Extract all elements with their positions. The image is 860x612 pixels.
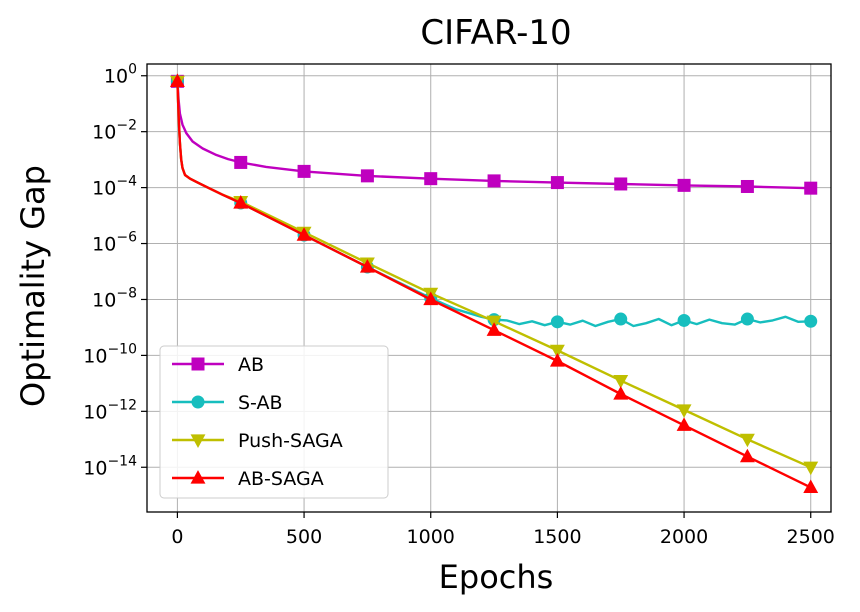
legend-label: Push-SAGA [238, 430, 343, 452]
data-point-s-ab [614, 312, 628, 326]
data-point-push-saga [739, 433, 755, 448]
data-point-push-saga [676, 404, 692, 418]
data-point-ab [234, 155, 248, 169]
series-line-ab-saga [176, 81, 812, 489]
data-point-ab-saga [169, 73, 185, 87]
data-point-ab-saga [803, 479, 819, 493]
data-point-ab-saga [676, 417, 692, 431]
data-point-s-ab [550, 315, 564, 329]
legend-item-s-ab: S-AB [172, 392, 283, 414]
legend-swatch-marker [190, 470, 206, 484]
y-tick-label: 10−6 [92, 230, 137, 256]
data-point-ab-saga [296, 227, 312, 241]
series-ab [170, 74, 818, 195]
legend-swatch-marker [190, 434, 206, 448]
data-point-ab-saga [233, 195, 249, 209]
legend-swatch-marker [191, 395, 205, 409]
data-point-push-saga [486, 315, 502, 330]
data-point-ab-saga [486, 322, 502, 336]
y-tick-label: 10−10 [83, 341, 137, 367]
y-axis-label: Optimality Gap [14, 165, 52, 407]
x-tick-label: 0 [171, 526, 183, 548]
data-point-ab-saga [359, 259, 375, 273]
chart-title: CIFAR-10 [420, 13, 571, 53]
legend-label: S-AB [238, 392, 283, 414]
series-line-ab [176, 81, 811, 190]
legend-item-ab-saga: AB-SAGA [172, 468, 324, 490]
legend-item-ab: AB [172, 354, 264, 376]
legend-label: AB-SAGA [238, 468, 324, 490]
series-layer [169, 73, 819, 493]
data-point-ab [424, 172, 438, 186]
data-point-ab [297, 164, 311, 178]
legend-item-push-saga: Push-SAGA [172, 430, 343, 452]
x-tick-label: 1500 [533, 526, 581, 548]
plot-frame [146, 63, 832, 513]
x-tick-label: 2500 [787, 526, 835, 548]
data-point-ab [804, 181, 818, 195]
y-tick-label: 10−14 [83, 453, 137, 479]
data-point-s-ab [804, 314, 818, 328]
series-ab-saga [169, 73, 819, 493]
data-point-ab [487, 174, 501, 188]
series-s-ab [170, 74, 818, 329]
data-point-ab [550, 176, 564, 190]
x-tick-label: 2000 [660, 526, 708, 548]
data-point-ab [677, 178, 691, 192]
data-point-push-saga [549, 344, 565, 359]
data-point-ab-saga [549, 353, 565, 367]
x-tick-label: 1000 [407, 526, 455, 548]
y-tick-label: 10−12 [83, 397, 137, 423]
data-point-ab [740, 179, 754, 193]
y-tick-label: 10−2 [92, 118, 137, 144]
y-tick-label: 10−4 [92, 174, 137, 200]
data-point-ab-saga [613, 386, 629, 400]
series-line-s-ab [176, 81, 811, 328]
x-axis-label: Epochs [439, 558, 554, 596]
data-point-push-saga [803, 461, 819, 476]
data-point-ab-saga [739, 448, 755, 463]
data-point-ab [360, 169, 374, 183]
data-point-s-ab [740, 312, 754, 326]
legend-label: AB [238, 354, 264, 376]
x-ticks: 0 500 1000 1500 2000 2500 [171, 512, 835, 548]
x-tick-label: 500 [286, 526, 322, 548]
legend: AB S-AB Push-SAGA AB-SAGA [159, 345, 389, 499]
legend-box [159, 345, 389, 499]
data-point-s-ab [677, 313, 691, 327]
y-tick-label: 100 [104, 62, 137, 88]
y-ticks: 100 10−2 10−4 10−6 10−8 10−10 10−12 10−14 [83, 62, 147, 479]
data-point-ab [614, 177, 628, 191]
y-tick-label: 10−8 [92, 285, 137, 311]
legend-swatch-marker [191, 357, 205, 371]
data-point-push-saga [613, 374, 629, 389]
data-point-ab-saga [423, 291, 439, 306]
